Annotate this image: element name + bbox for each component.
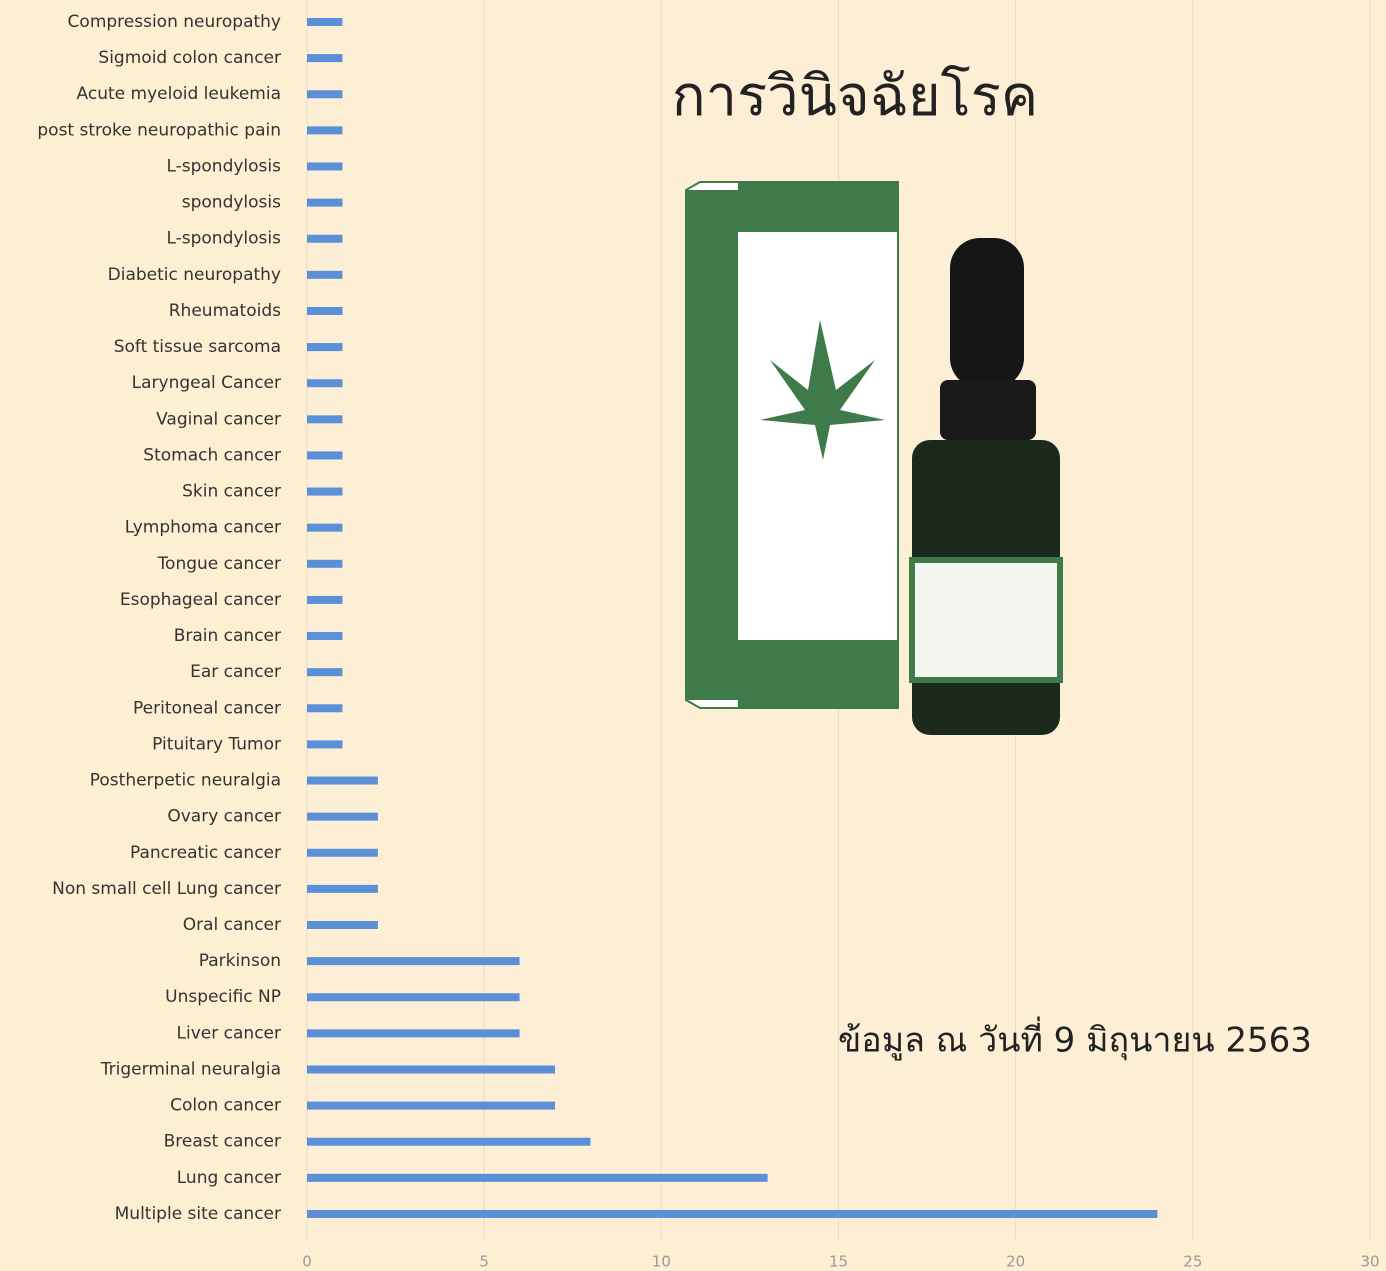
bar (307, 234, 343, 243)
y-tick-label: Rheumatoids (169, 301, 281, 321)
y-tick-label: post stroke neuropathic pain (37, 120, 281, 140)
x-tick-label: 25 (1183, 1253, 1202, 1271)
annotation: ข้อมูล ณ วันที่ 9 มิถุนายน 2563 (838, 1017, 1312, 1061)
bar (307, 1137, 591, 1146)
y-tick-label: Lung cancer (177, 1168, 281, 1188)
bar (307, 812, 378, 821)
y-tick-label: Colon cancer (170, 1096, 281, 1116)
dropper (950, 238, 1024, 388)
y-tick-label: L-spondylosis (166, 156, 281, 176)
x-tick-label: 15 (829, 1253, 848, 1271)
y-tick-label: Brain cancer (174, 626, 281, 646)
chart-title: การวินิจฉัยโรค (672, 64, 1039, 129)
bar (307, 306, 343, 315)
leaf (760, 320, 885, 460)
bar (307, 90, 343, 99)
bar (307, 198, 343, 207)
y-tick-label: Skin cancer (182, 482, 281, 502)
bar (307, 632, 343, 641)
bar (307, 126, 343, 135)
y-tick-label: L-spondylosis (166, 229, 281, 249)
x-tick-label: 10 (652, 1253, 671, 1271)
y-tick-label: Acute myeloid leukemia (77, 84, 281, 104)
y-tick-label: Breast cancer (164, 1132, 281, 1152)
bar (307, 451, 343, 460)
bar (307, 595, 343, 604)
y-tick-label: Pituitary Tumor (152, 734, 281, 754)
y-tick-label: Ear cancer (190, 662, 281, 682)
bar (307, 487, 343, 496)
y-tick-label: Vaginal cancer (156, 409, 281, 429)
bar (307, 848, 378, 857)
bar (307, 921, 378, 929)
bar (307, 523, 343, 532)
product-illustration (685, 181, 1063, 735)
bar (307, 1173, 768, 1182)
x-tick-label: 5 (479, 1253, 489, 1271)
y-tick-label: spondylosis (182, 193, 281, 213)
bar (307, 270, 343, 279)
bar (307, 343, 343, 352)
y-tick-label: Postherpetic neuralgia (90, 771, 281, 791)
bar (307, 1029, 520, 1038)
grid (306, 0, 1371, 1240)
x-tick-label: 20 (1006, 1253, 1025, 1271)
bar (307, 415, 343, 424)
box-bottom (738, 640, 898, 708)
y-tick-label: Lymphoma cancer (125, 518, 281, 538)
cap (940, 380, 1036, 440)
y-tick-label: Ovary cancer (167, 807, 281, 827)
bar (307, 740, 343, 749)
bar (307, 379, 343, 388)
x-tick-label: 30 (1360, 1253, 1379, 1271)
bar (307, 162, 343, 171)
y-tick-label: Soft tissue sarcoma (114, 337, 281, 357)
y-tick-label: Trigerminal neuralgia (100, 1059, 281, 1079)
bar (307, 18, 343, 26)
y-tick-label: Diabetic neuropathy (108, 265, 281, 285)
box-top (738, 182, 898, 232)
y-tick-label: Laryngeal Cancer (132, 373, 281, 393)
y-tick-label: Pancreatic cancer (130, 843, 281, 863)
bar (307, 957, 520, 966)
y-tick-label: Non small cell Lung cancer (52, 879, 281, 899)
bottle-label (909, 557, 1063, 683)
y-tick-label: Sigmoid colon cancer (98, 48, 281, 68)
y-tick-label: Parkinson (199, 951, 281, 971)
y-tick-label: Unspecific NP (165, 987, 281, 1007)
bar (307, 993, 520, 1002)
y-tick-label: Oral cancer (183, 915, 281, 935)
y-tick-label: Compression neuropathy (68, 12, 281, 32)
y-tick-label: Liver cancer (177, 1023, 281, 1043)
bar (307, 1209, 1158, 1218)
y-tick-label: Stomach cancer (143, 445, 281, 465)
bar (307, 776, 378, 785)
bar (307, 559, 343, 568)
y-tick-label: Peritoneal cancer (133, 698, 281, 718)
y-tick-label: Multiple site cancer (115, 1204, 281, 1224)
bar (307, 54, 343, 63)
y-tick-label: Esophageal cancer (120, 590, 281, 610)
bar (307, 668, 343, 677)
y-tick-label: Tongue cancer (157, 554, 281, 574)
bar (307, 1101, 556, 1110)
bar (307, 1065, 556, 1074)
x-tick-label: 0 (302, 1253, 312, 1271)
bar (307, 884, 378, 893)
bar (307, 704, 343, 713)
box-side (686, 190, 738, 700)
